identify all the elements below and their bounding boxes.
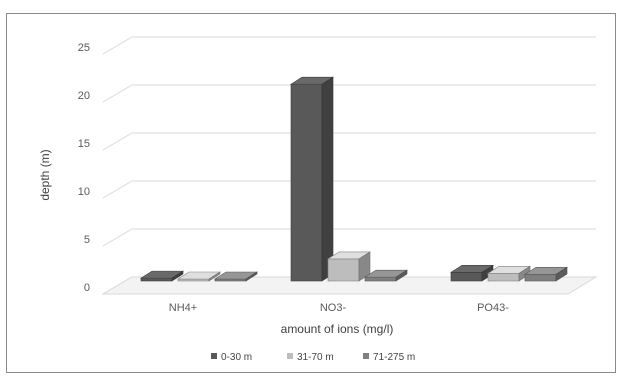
bar	[139, 270, 185, 282]
x-tick-label: NH4+	[169, 302, 197, 314]
bar	[523, 266, 569, 282]
gridline-depth	[102, 36, 133, 55]
legend-label: 71-275 m	[373, 352, 415, 363]
legend-label: 31-70 m	[297, 352, 334, 363]
y-tick-label: 20	[78, 90, 90, 102]
bar	[363, 269, 409, 282]
bar	[213, 271, 259, 282]
y-tick-label: 25	[78, 42, 90, 54]
x-tick-labels: NH4+ NO3- PO43-	[169, 302, 509, 314]
legend-label: 0-30 m	[221, 352, 252, 363]
legend-item: 0-30 m	[211, 352, 252, 363]
gridline-depth	[102, 228, 133, 247]
gridline-depth	[102, 180, 133, 199]
gridline-depth	[102, 84, 133, 103]
bar	[449, 264, 495, 282]
legend-item: 71-275 m	[363, 352, 415, 363]
bar	[289, 76, 335, 282]
y-tick-label: 0	[84, 282, 90, 294]
y-axis-title: depth (m)	[38, 149, 52, 200]
x-axis-title: amount of ions (mg/l)	[281, 322, 394, 336]
legend-swatch	[363, 353, 369, 359]
y-tick-label: 10	[78, 186, 90, 198]
x-tick-label: PO43-	[477, 302, 509, 314]
legend: 0-30 m 31-70 m 71-275 m	[211, 352, 415, 363]
legend-swatch	[211, 353, 217, 359]
x-tick-label: NO3-	[320, 302, 347, 314]
gridline-depth	[102, 132, 133, 151]
y-tick-labels: 0 5 10 15 20 25	[78, 42, 90, 294]
bar	[326, 251, 372, 282]
y-tick-label: 15	[78, 138, 90, 150]
bar	[176, 271, 222, 282]
bars	[139, 76, 569, 282]
bar	[486, 265, 532, 282]
legend-item: 31-70 m	[287, 352, 334, 363]
legend-swatch	[287, 353, 293, 359]
y-tick-label: 5	[84, 234, 90, 246]
